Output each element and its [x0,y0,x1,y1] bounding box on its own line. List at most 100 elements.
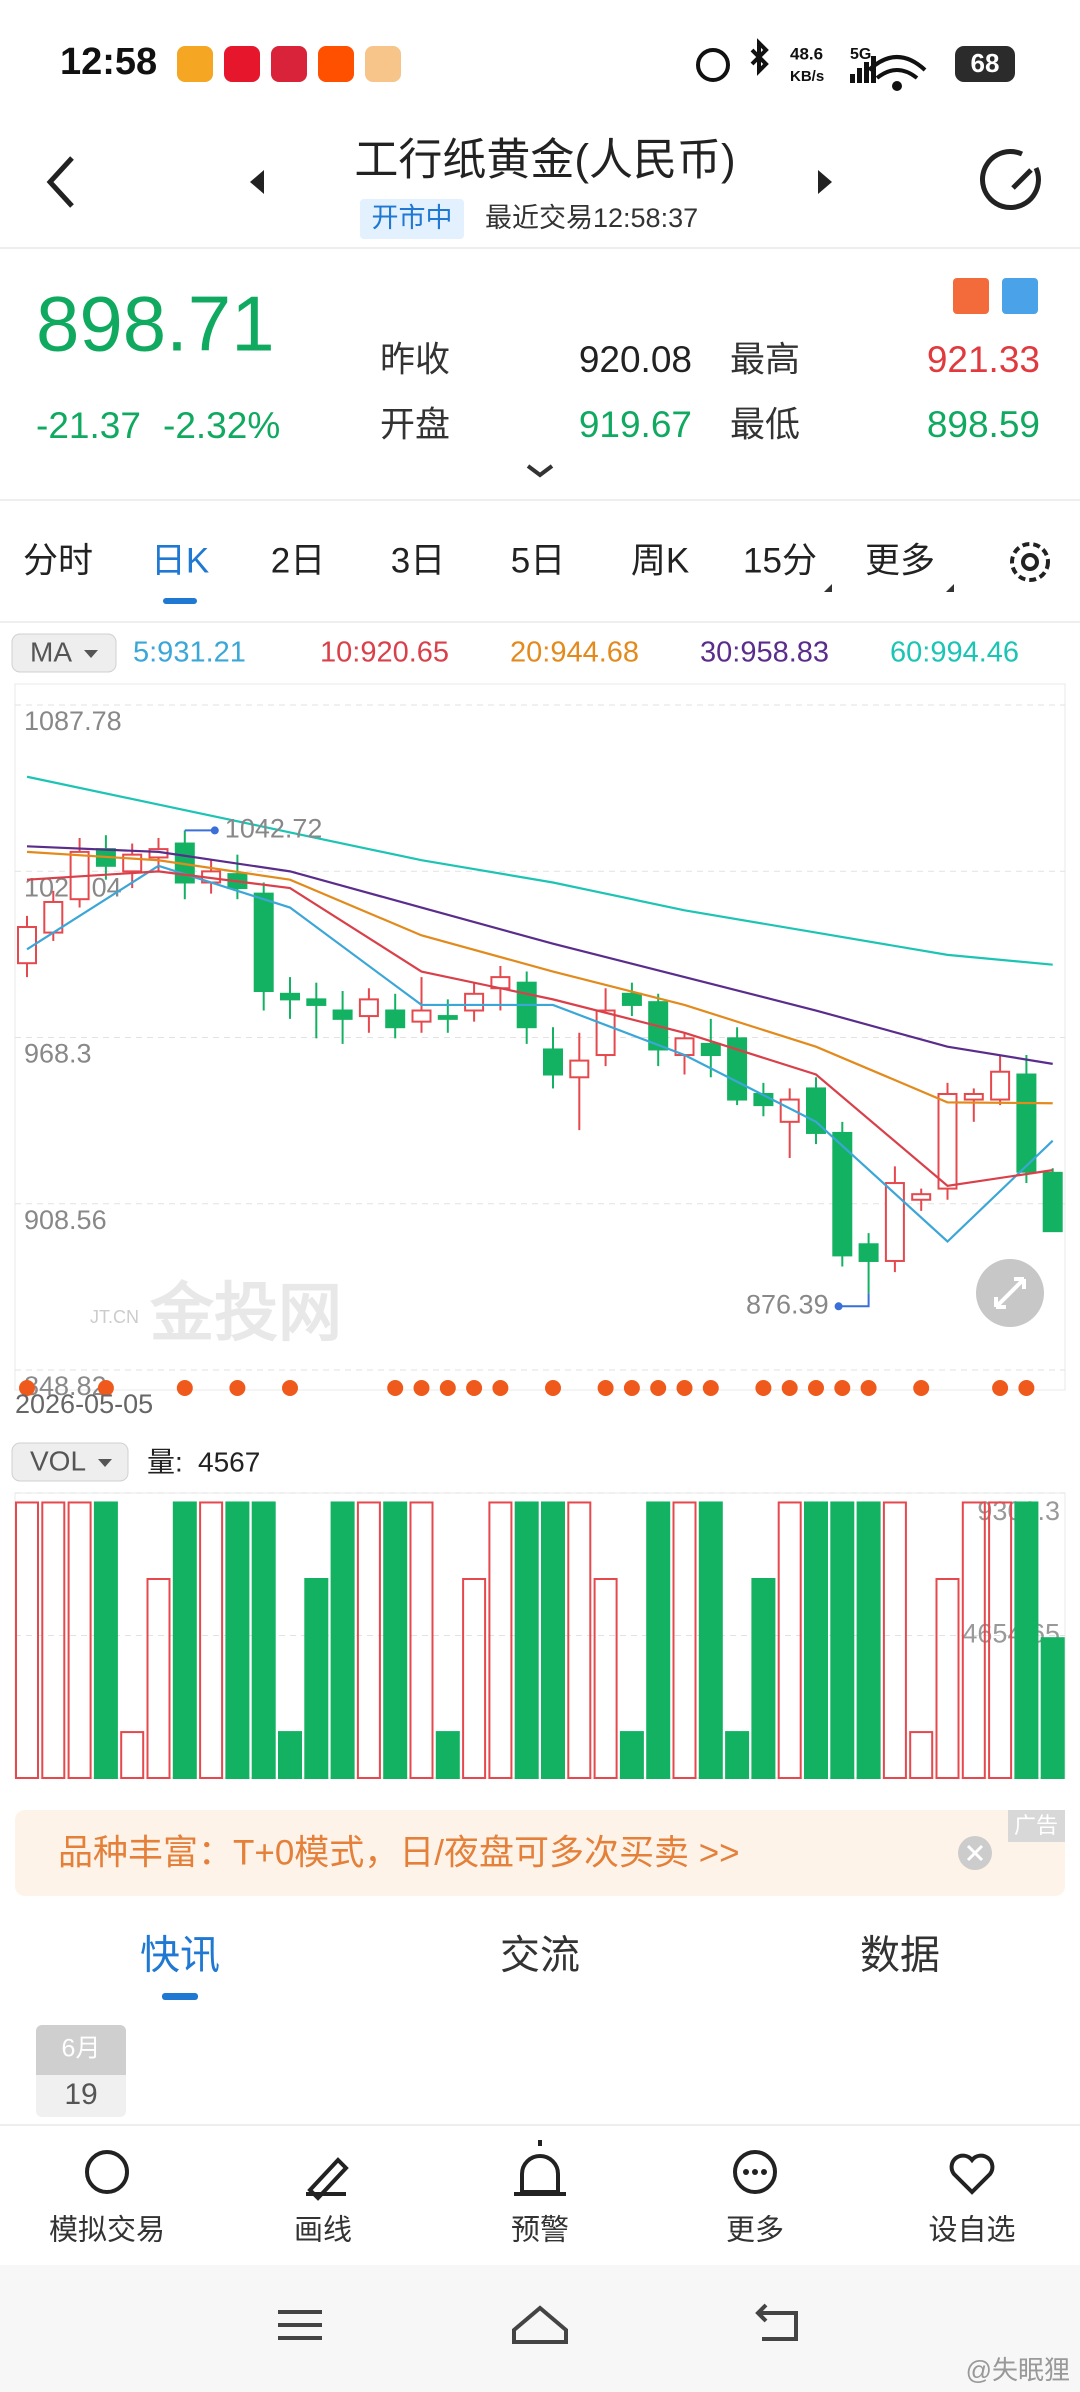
watermark-sub: JT.CN [90,1307,139,1327]
event-dot [623,1380,640,1396]
volume-bar [725,1731,750,1779]
icon-more[interactable] [733,2150,777,2194]
volume-bar [882,1501,907,1780]
candle-body [700,1042,721,1057]
volume-bar [15,1501,39,1780]
volume-bar [251,1501,276,1780]
icon-trade[interactable] [85,2150,129,2194]
app-icons [177,46,401,82]
volume-bar [646,1501,671,1780]
settings-button[interactable] [1010,542,1050,582]
period-tab[interactable]: 分时 [23,541,93,580]
tool-icon[interactable] [1002,278,1038,314]
volume-bar [909,1731,934,1779]
net-speed: 48.6 [790,44,823,63]
volume-bar [619,1731,644,1779]
volume-name: VOL [30,1445,86,1476]
volume-bar [488,1501,513,1780]
volume-bar [935,1578,960,1780]
event-dot [834,1380,851,1396]
volume-bar [567,1501,592,1780]
volume-bar [435,1731,460,1779]
event-dot [808,1380,824,1396]
next-button[interactable] [818,170,832,194]
icon-watch[interactable] [949,2153,995,2195]
candle-body [990,1070,1011,1101]
min-annotation: 876.39 [746,1289,829,1319]
toolbar-icons [85,2140,995,2201]
nav-menu[interactable] [278,2310,322,2340]
volume-bar [830,1501,855,1780]
ma-line [26,870,1053,1187]
volume-bar [93,1501,118,1780]
volume-select[interactable] [11,1442,129,1482]
event-dot [781,1380,798,1396]
ma-line [26,845,1053,1065]
start-date: 2026-05-05 [15,1389,153,1419]
y-tick-label: 908.56 [24,1205,107,1235]
period-tab[interactable]: 2日 [271,541,325,580]
volume-bar [961,1501,986,1780]
period-tab[interactable]: 日K [151,541,209,580]
volume-bar [593,1578,618,1780]
content-tab[interactable]: 交流 [500,1934,580,1978]
volume-bar [199,1501,224,1780]
event-dot [702,1380,719,1396]
nav-back[interactable] [755,2303,798,2341]
event-dot [992,1380,1009,1396]
volume-bar [225,1501,250,1780]
y-tick-label: 968.3 [24,1039,92,1069]
icon-draw[interactable] [306,2157,349,2201]
status-time: 12:58 [60,41,157,83]
event-dot [913,1380,930,1396]
event-dot [282,1380,298,1396]
event-dot [413,1380,430,1396]
refresh-button[interactable] [979,149,1041,211]
page-title: 工行纸黄金(人民币) [354,136,735,185]
period-tab[interactable]: 15分 [743,541,817,580]
date-card-top [36,2025,126,2075]
content-tab[interactable]: 数据 [860,1934,940,1978]
toolbar-label: 更多 [726,2214,784,2247]
period-tab[interactable]: 3日 [391,541,445,580]
candle-body [963,1092,984,1101]
volume-bar [514,1501,539,1780]
field-value: 919.67 [579,404,692,445]
volume-bar [330,1501,355,1780]
annotation-dot [834,1302,843,1311]
nav-home[interactable] [512,2305,568,2344]
event-dot [597,1380,614,1396]
candle-body [937,1092,958,1190]
volume-bar [856,1501,881,1780]
volume-bar [541,1501,565,1780]
field-value: 898.59 [927,404,1040,445]
volume-bar [146,1578,171,1780]
candle-body [595,1009,616,1057]
volume-bar [67,1501,92,1780]
ad-tag: 广告 [1014,1813,1058,1838]
period-tab[interactable]: 5日 [511,541,565,580]
candle-body [411,1009,432,1023]
content-tab[interactable]: 快讯 [140,1934,220,1978]
expand-chevron[interactable] [526,464,554,478]
change: -21.37 [36,405,141,446]
volume-bar [383,1501,408,1780]
network-type: 5G [850,46,871,63]
volume-bar [41,1501,66,1780]
prev-button[interactable] [250,170,264,194]
ma-legend: 30:958.83 [700,637,829,669]
toolbar-label: 画线 [294,2214,352,2247]
candle-body [253,892,274,993]
tool-icon[interactable] [953,278,989,314]
back-button[interactable] [46,156,74,208]
period-tab[interactable]: 更多 [865,541,935,580]
volume-bar [356,1501,381,1780]
icon-alert[interactable] [514,2140,566,2196]
volume-bar [462,1578,487,1780]
period-tab[interactable]: 周K [631,541,689,580]
indicator-select[interactable] [11,633,117,673]
ad-banner[interactable] [15,1810,1065,1896]
volume-bar [1014,1501,1039,1780]
